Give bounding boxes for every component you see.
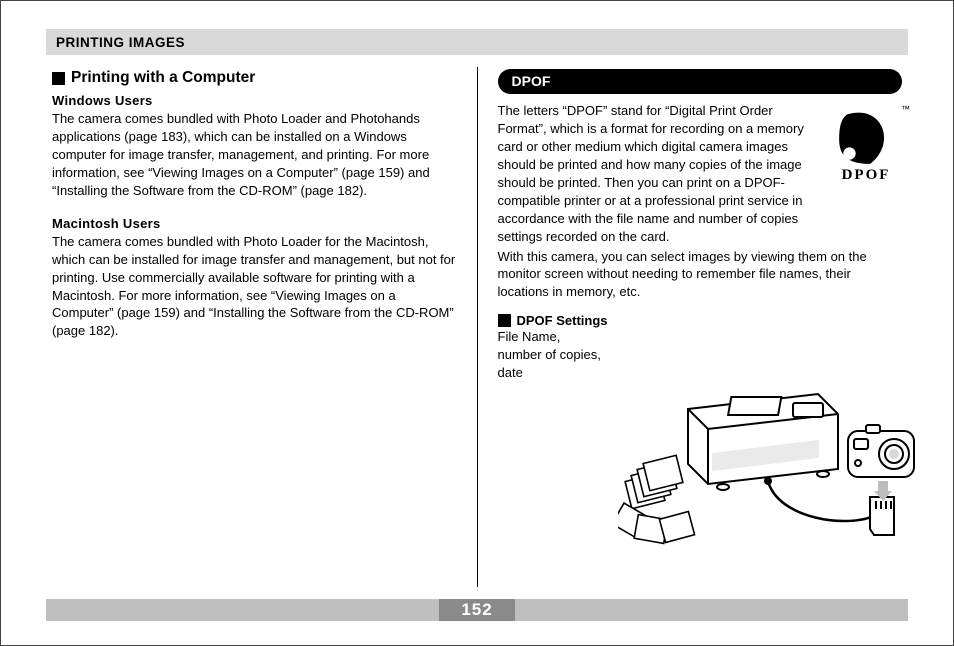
dpof-settings-heading-text: DPOF Settings	[517, 313, 608, 328]
dpof-tm: ™	[901, 104, 910, 114]
dpof-about2: With this camera, you can select images …	[498, 248, 903, 302]
dpof-logo: ™ DPOF	[830, 108, 902, 184]
page-number-bar: 152	[46, 599, 908, 621]
section-header-bar: PRINTING IMAGES	[46, 29, 908, 55]
windows-heading: Windows Users	[52, 93, 457, 108]
dpof-settings-heading: DPOF Settings	[498, 313, 903, 328]
mac-paragraph: The camera comes bundled with Photo Load…	[52, 233, 457, 341]
mac-heading: Macintosh Users	[52, 216, 457, 231]
left-section-title-text: Printing with a Computer	[71, 69, 255, 87]
dpof-intro-row: The letters “DPOF” stand for “Digital Pr…	[498, 102, 903, 246]
square-bullet-icon	[52, 72, 65, 85]
dpof-intro-text: The letters “DPOF” stand for “Digital Pr…	[498, 102, 817, 246]
dpof-title-pill: DPOF	[498, 69, 903, 94]
windows-paragraph: The camera comes bundled with Photo Load…	[52, 110, 457, 200]
square-bullet-icon	[498, 314, 511, 327]
dpof-about1: The letters “DPOF” stand for “Digital Pr…	[498, 103, 804, 244]
left-column: Printing with a Computer Windows Users T…	[46, 69, 477, 589]
two-column-layout: Printing with a Computer Windows Users T…	[46, 69, 908, 589]
section-header-text: PRINTING IMAGES	[56, 35, 185, 50]
left-section-title: Printing with a Computer	[52, 69, 457, 87]
page-number: 152	[439, 599, 514, 621]
printer-camera-illustration-icon	[618, 359, 918, 559]
dpof-logo-icon	[835, 108, 897, 166]
manual-page: PRINTING IMAGES Printing with a Computer…	[0, 0, 954, 646]
dpof-title-text: DPOF	[512, 73, 551, 89]
right-column: DPOF The letters “DPOF” stand for “Digit…	[478, 69, 909, 589]
